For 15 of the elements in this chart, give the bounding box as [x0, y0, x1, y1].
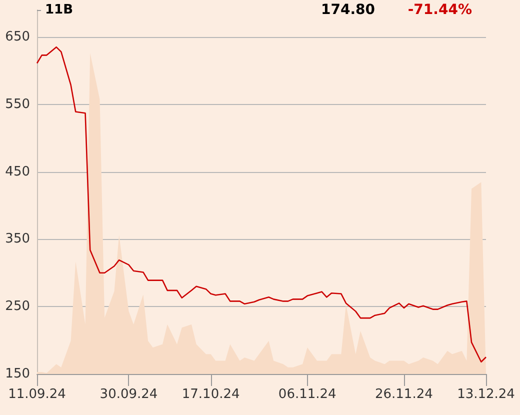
y-tick-label: 650: [5, 29, 30, 44]
y-tick-label: 450: [5, 164, 30, 180]
x-tick-label: 13.12.24: [457, 387, 515, 402]
annotation: 174.80: [320, 2, 376, 18]
y-tick-label: 150: [5, 366, 30, 382]
x-tick-label: 17.10.24: [182, 387, 240, 402]
x-tick-label: 26.11.24: [374, 387, 433, 402]
y-tick-label: 350: [5, 232, 30, 247]
y2-tick-label: 11B: [45, 2, 73, 18]
y-tick-label: 550: [5, 96, 30, 112]
x-tick-label: 11.09.24: [8, 387, 66, 402]
x-tick-label: 30.09.24: [100, 387, 158, 402]
annotation: -71.44%: [408, 2, 472, 18]
y-tick-label: 250: [5, 299, 30, 314]
x-tick-label: 06.11.24: [278, 387, 336, 402]
